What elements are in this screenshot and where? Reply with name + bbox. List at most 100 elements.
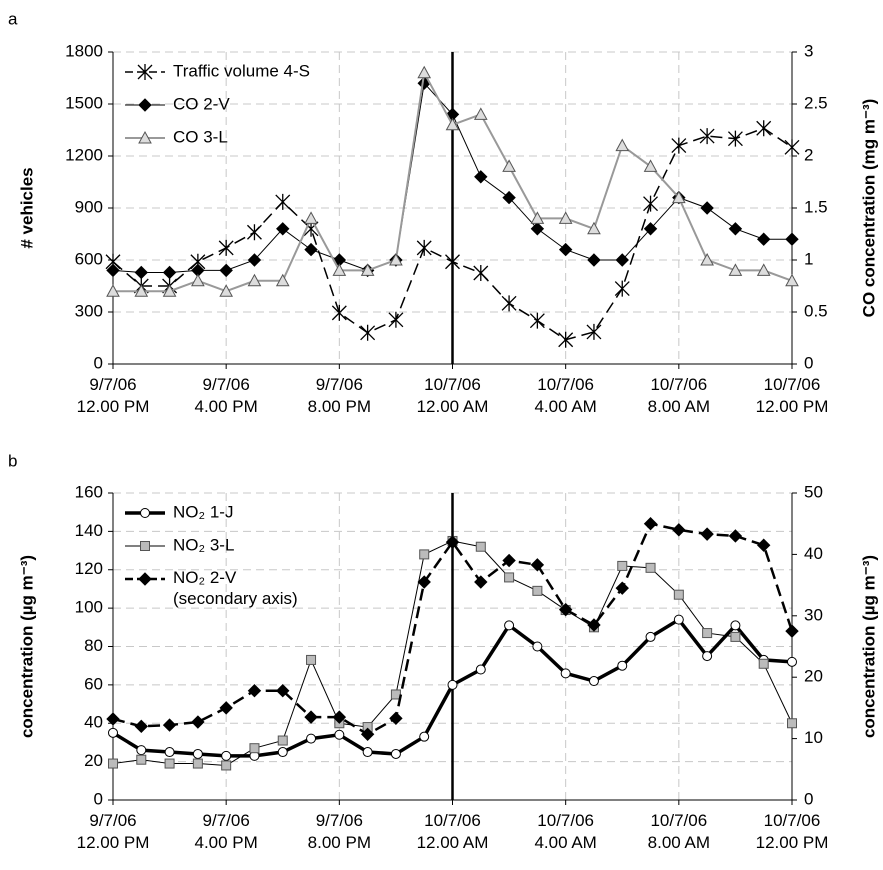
marker xyxy=(785,624,799,638)
y2-tick-label: 30 xyxy=(804,605,823,624)
y2-tick-label: 10 xyxy=(804,728,823,747)
marker xyxy=(671,190,686,204)
y-tick-label: 160 xyxy=(75,482,103,501)
marker xyxy=(615,253,629,267)
x-tick-label: 9/7/06 4.00 PM xyxy=(195,375,258,416)
marker xyxy=(219,263,233,278)
marker xyxy=(727,130,743,147)
marker xyxy=(162,284,177,297)
marker xyxy=(673,614,684,625)
marker xyxy=(502,553,516,568)
y2-tick-label: 0.5 xyxy=(804,301,828,320)
marker xyxy=(700,527,714,541)
marker xyxy=(134,284,149,297)
marker xyxy=(475,541,486,552)
marker xyxy=(304,710,318,724)
marker xyxy=(276,684,290,698)
marker xyxy=(390,748,401,759)
marker xyxy=(502,159,516,172)
marker xyxy=(730,631,741,642)
y-tick-label: 1500 xyxy=(65,93,103,112)
x-tick-label: 9/7/06 12.00 PM xyxy=(77,375,150,416)
marker xyxy=(700,252,714,266)
marker xyxy=(757,232,771,246)
marker xyxy=(331,304,347,321)
marker xyxy=(700,201,714,215)
marker xyxy=(728,222,743,236)
marker xyxy=(558,331,574,348)
y2-tick-label: 1 xyxy=(804,249,813,268)
legend-label: NO₂ 2-V (secondary axis) xyxy=(173,568,298,608)
y2-axis-label: concentration (µg m⁻³) xyxy=(859,555,878,738)
marker xyxy=(502,190,516,205)
marker xyxy=(247,684,262,698)
marker xyxy=(758,658,769,669)
marker xyxy=(447,679,458,690)
marker xyxy=(587,618,601,632)
marker xyxy=(134,265,148,280)
marker xyxy=(673,589,684,600)
marker xyxy=(219,701,233,715)
marker xyxy=(702,651,713,662)
x-tick-label: 9/7/06 12.00 PM xyxy=(77,811,150,852)
marker xyxy=(643,516,658,531)
y-tick-label: 80 xyxy=(84,636,103,655)
marker xyxy=(672,523,686,537)
marker xyxy=(702,628,713,639)
marker xyxy=(530,222,545,236)
x-tick-label: 10/7/06 8.00 AM xyxy=(648,375,710,416)
marker xyxy=(473,107,488,120)
legend-label: NO₂ 1-J xyxy=(173,502,233,521)
y2-tick-label: 0 xyxy=(804,789,813,808)
y-tick-label: 1800 xyxy=(65,41,103,60)
x-tick-label: 10/7/06 12.00 PM xyxy=(756,375,829,416)
marker xyxy=(417,65,432,79)
marker xyxy=(787,656,797,667)
y-tick-label: 100 xyxy=(75,598,103,617)
marker xyxy=(221,760,232,771)
marker xyxy=(277,747,288,758)
y-tick-label: 120 xyxy=(75,559,103,578)
y-tick-label: 40 xyxy=(84,713,103,732)
marker xyxy=(671,137,687,154)
panel-label: a xyxy=(8,9,18,28)
marker xyxy=(275,273,290,287)
y-tick-label: 600 xyxy=(75,249,103,268)
marker xyxy=(304,211,318,224)
y-tick-label: 20 xyxy=(84,751,103,770)
y2-tick-label: 1.5 xyxy=(804,197,828,216)
panel-label: b xyxy=(8,451,17,470)
x-tick-label: 10/7/06 4.00 AM xyxy=(534,375,596,416)
y-tick-label: 60 xyxy=(84,674,103,693)
marker xyxy=(417,575,431,589)
y-tick-label: 900 xyxy=(75,197,103,216)
y-axis-label: concentration (µg m⁻³) xyxy=(17,555,36,738)
x-tick-label: 10/7/06 12.00 PM xyxy=(756,811,829,852)
marker xyxy=(787,718,797,729)
marker xyxy=(332,710,347,724)
marker xyxy=(615,581,629,595)
marker xyxy=(756,120,772,137)
marker xyxy=(276,222,290,236)
marker xyxy=(504,620,515,631)
marker xyxy=(192,758,203,769)
marker xyxy=(474,170,488,184)
y-tick-label: 300 xyxy=(75,301,103,320)
marker xyxy=(306,733,317,744)
marker xyxy=(389,252,403,266)
marker xyxy=(360,263,375,276)
marker xyxy=(419,731,430,742)
marker xyxy=(445,117,460,131)
y-axis-label: # vehicles xyxy=(17,167,36,248)
marker xyxy=(360,727,375,742)
y2-tick-label: 0 xyxy=(804,353,813,372)
marker xyxy=(730,620,741,631)
y2-tick-label: 2.5 xyxy=(804,93,828,112)
marker xyxy=(588,676,599,687)
marker xyxy=(106,284,120,297)
marker xyxy=(191,273,205,287)
marker xyxy=(728,529,743,543)
marker xyxy=(558,602,573,617)
marker xyxy=(504,572,515,583)
